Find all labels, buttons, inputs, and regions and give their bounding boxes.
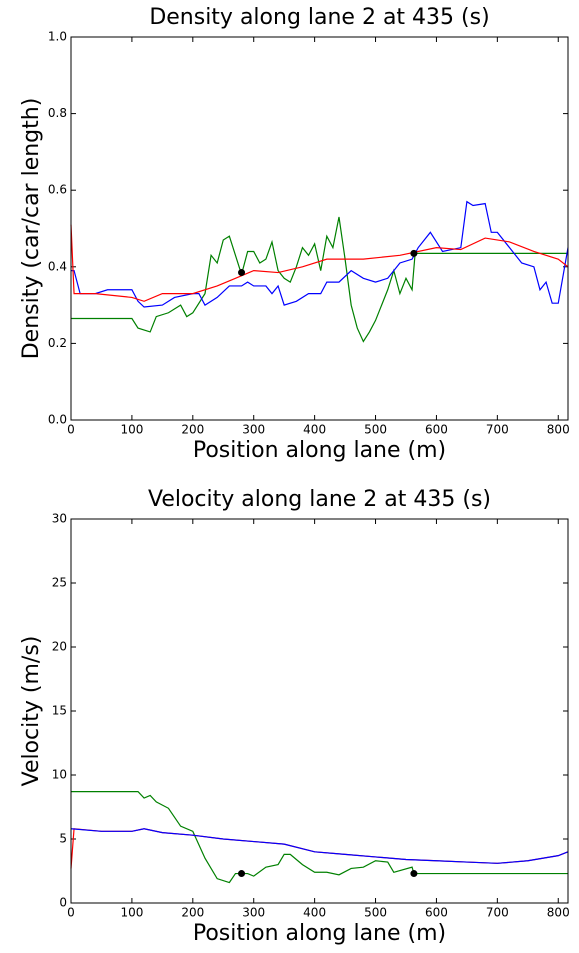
- x-tick-label: 100: [120, 423, 143, 437]
- y-tick-label: 1.0: [48, 30, 67, 44]
- x-tick-label: 0: [67, 906, 75, 920]
- y-tick-label: 0.2: [48, 336, 67, 350]
- y-tick-label: 20: [52, 640, 67, 654]
- x-tick-label: 200: [181, 906, 204, 920]
- marker: [238, 269, 246, 277]
- chart-title: Density along lane 2 at 435 (s): [149, 5, 489, 30]
- x-tick-label: 500: [364, 906, 387, 920]
- x-tick-label: 300: [242, 423, 265, 437]
- y-tick-label: 5: [59, 832, 67, 846]
- data-line: [71, 200, 569, 308]
- x-tick-label: 300: [242, 906, 265, 920]
- data-line: [71, 791, 568, 884]
- x-tick-label: 800: [547, 906, 570, 920]
- y-tick-label: 25: [52, 576, 67, 590]
- data-line: [70, 224, 569, 302]
- x-tick-label: 0: [67, 423, 75, 437]
- x-tick-label: 600: [425, 906, 448, 920]
- x-tick-label: 100: [120, 906, 143, 920]
- x-axis-label: Position along lane (m): [193, 921, 446, 946]
- marker: [410, 870, 418, 878]
- y-tick-label: 0.6: [48, 183, 67, 197]
- x-tick-label: 700: [486, 906, 509, 920]
- x-tick-label: 200: [181, 423, 204, 437]
- x-tick-label: 700: [486, 423, 509, 437]
- data-line: [70, 828, 569, 864]
- marker: [238, 870, 246, 878]
- plot-frame: [70, 36, 569, 421]
- x-tick-label: 500: [364, 423, 387, 437]
- y-tick-label: 30: [52, 512, 67, 526]
- y-tick-label: 0.0: [48, 413, 67, 427]
- x-tick-label: 600: [425, 423, 448, 437]
- y-tick-label: 15: [52, 704, 67, 718]
- data-line: [71, 216, 568, 343]
- x-tick-label: 800: [547, 423, 570, 437]
- y-tick-label: 0.4: [48, 259, 67, 273]
- y-tick-label: 0: [59, 896, 67, 910]
- data-line: [70, 828, 569, 869]
- y-tick-label: 10: [52, 768, 67, 782]
- y-tick-label: 0.8: [48, 106, 67, 120]
- y-axis-label: Density (car/car length): [19, 98, 44, 360]
- plot-frame: [70, 518, 569, 904]
- chart-title: Velocity along lane 2 at 435 (s): [148, 487, 491, 512]
- y-axis-label: Velocity (m/s): [19, 636, 44, 787]
- marker: [410, 249, 418, 257]
- x-tick-label: 400: [303, 906, 326, 920]
- x-axis-label: Position along lane (m): [193, 438, 446, 463]
- x-tick-label: 400: [303, 423, 326, 437]
